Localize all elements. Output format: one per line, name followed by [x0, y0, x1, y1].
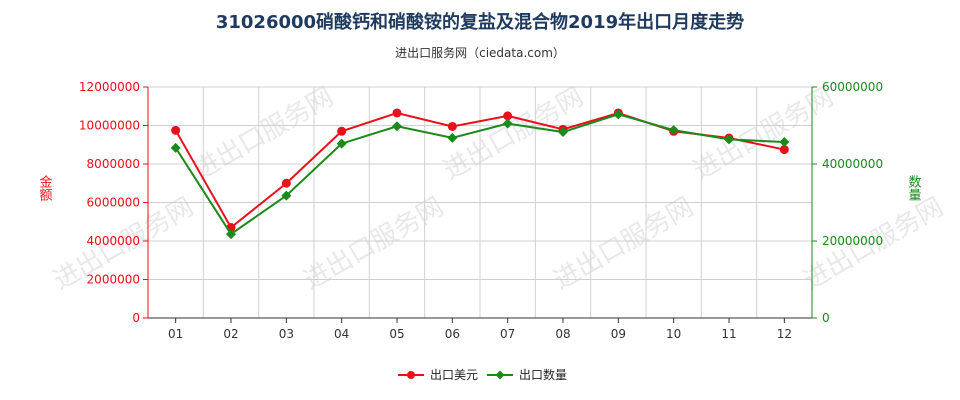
data-point-export-quantity: [281, 190, 292, 201]
x-tick-label: 01: [168, 327, 183, 341]
y-left-tick-label: 0: [132, 311, 140, 325]
x-tick-label: 04: [334, 327, 349, 341]
x-tick-label: 12: [777, 327, 792, 341]
data-point-export-quantity: [447, 132, 458, 143]
data-point-export-quantity: [392, 121, 402, 132]
x-tick-label: 11: [721, 327, 736, 341]
watermark-text: 进出口服务网: [299, 192, 449, 296]
data-point-export-usd: [447, 121, 457, 131]
data-point-export-usd: [337, 126, 347, 136]
x-tick-label: 03: [279, 327, 294, 341]
data-point-export-quantity: [668, 125, 679, 136]
x-tick-label: 05: [389, 327, 404, 341]
y-left-tick-label: 4000000: [87, 234, 140, 248]
y-left-tick-label: 12000000: [79, 80, 140, 94]
data-point-export-quantity: [170, 142, 181, 153]
y-right-tick-label: 40000000: [822, 157, 883, 171]
data-point-export-quantity: [613, 109, 624, 120]
legend-label: 出口美元: [430, 368, 478, 382]
y-right-tick-label: 0: [822, 311, 830, 325]
data-point-export-usd: [281, 178, 291, 188]
data-point-export-usd: [392, 108, 402, 118]
data-point-export-quantity: [502, 118, 513, 129]
x-tick-label: 06: [445, 327, 460, 341]
watermark-text: 进出口服务网: [689, 82, 839, 186]
y-left-tick-label: 2000000: [87, 273, 140, 287]
y-right-tick-label: 20000000: [822, 234, 883, 248]
data-point-export-usd: [171, 125, 181, 135]
legend-label: 出口数量: [519, 367, 567, 382]
x-tick-label: 09: [611, 327, 626, 341]
watermark-text: 进出口服务网: [189, 82, 339, 186]
data-point-export-quantity: [558, 127, 568, 138]
y-left-tick-label: 8000000: [87, 157, 140, 171]
y-left-tick-label: 10000000: [79, 119, 140, 133]
y-left-tick-label: 6000000: [87, 196, 140, 210]
legend-marker: [407, 371, 415, 379]
data-point-export-usd: [503, 111, 513, 121]
watermark-text: 进出口服务网: [549, 192, 699, 296]
y-right-axis-label: 数量: [906, 175, 922, 201]
chart-title: 31026000硝酸钙和硝酸铵的复盐及混合物2019年出口月度走势: [215, 12, 745, 33]
y-left-axis-label: 金额: [37, 174, 53, 202]
x-tick-label: 07: [500, 327, 515, 341]
x-tick-label: 02: [223, 327, 238, 341]
data-point-export-quantity: [779, 137, 790, 148]
y-right-tick-label: 60000000: [822, 80, 883, 94]
watermark-text: 进出口服务网: [439, 82, 589, 186]
series-line-export-quantity: [174, 113, 785, 236]
chart-subtitle: 进出口服务网（ciedata.com）: [395, 46, 565, 60]
x-tick-label: 10: [666, 327, 681, 341]
data-point-export-quantity: [336, 138, 347, 149]
x-tick-label: 08: [555, 327, 570, 341]
data-point-export-quantity: [724, 134, 734, 145]
data-point-export-quantity: [226, 229, 236, 240]
data-point-export-usd: [779, 145, 789, 155]
legend-marker: [495, 370, 505, 380]
